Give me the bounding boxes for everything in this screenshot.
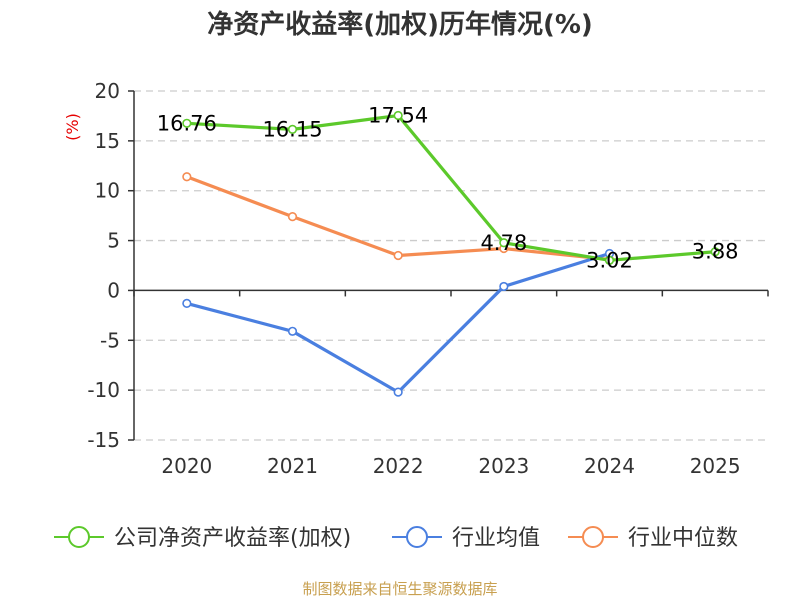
data-label: 17.54 [368, 104, 428, 128]
data-point [393, 250, 403, 261]
y-tick-label: 15 [95, 129, 120, 153]
data-point [499, 238, 509, 248]
y-tick-label: 0 [107, 278, 120, 302]
data-point [182, 298, 192, 308]
y-tick-label: -5 [100, 328, 120, 352]
x-tick-label: 2023 [478, 454, 529, 478]
data-point [287, 212, 298, 222]
x-tick-label: 2022 [373, 454, 424, 478]
data-point [287, 124, 298, 134]
legend: 公司净资产收益率(加权) 行业均值 行业中位数 [54, 526, 738, 551]
series-line-1 [186, 252, 610, 394]
x-tick-label: 2020 [161, 454, 212, 478]
legend-label: 公司净资产收益率(加权) [114, 526, 351, 551]
data-point [182, 118, 192, 128]
y-axis-unit: (%) [63, 113, 82, 141]
chart-title: 净资产收益率(加权)历年情况(%) [207, 9, 593, 40]
x-tick-label: 2025 [690, 454, 741, 478]
series-line-0 [186, 113, 716, 262]
data-point [710, 247, 720, 257]
source-note: 制图数据来自恒生聚源数据库 [302, 580, 497, 598]
series-layer [182, 110, 720, 397]
y-tick-label: 20 [95, 79, 120, 103]
legend-marker [406, 526, 428, 548]
data-label: 3.02 [586, 248, 633, 272]
data-label: 16.15 [262, 117, 322, 141]
data-point [604, 255, 615, 265]
data-labels: 16.76 16.15 17.54 4.78 3.02 3.88 [157, 104, 739, 273]
series-line-2 [186, 175, 610, 262]
legend-label: 行业均值 [452, 526, 540, 551]
y-tick-label: 5 [107, 229, 120, 253]
data-label: 3.88 [692, 240, 739, 264]
grid [134, 90, 768, 441]
data-label: 16.76 [157, 111, 217, 135]
data-label: 4.78 [480, 231, 527, 255]
legend-label: 行业中位数 [628, 526, 738, 551]
data-point [499, 281, 509, 292]
y-tick-label: -10 [87, 378, 120, 402]
data-point [393, 110, 403, 121]
data-point [287, 326, 298, 336]
y-tick-label: -15 [87, 428, 120, 452]
data-point [393, 387, 403, 397]
x-tick-label: 2021 [267, 454, 318, 478]
legend-marker [68, 526, 90, 548]
y-tick-label: 10 [95, 179, 120, 203]
x-tick-label: 2024 [584, 454, 635, 478]
data-point [182, 172, 192, 182]
axes: 20 15 10 5 0 -5 -10 -15 2020 2021 2022 2023 2024 2025 [87, 79, 769, 478]
legend-marker [582, 526, 604, 548]
